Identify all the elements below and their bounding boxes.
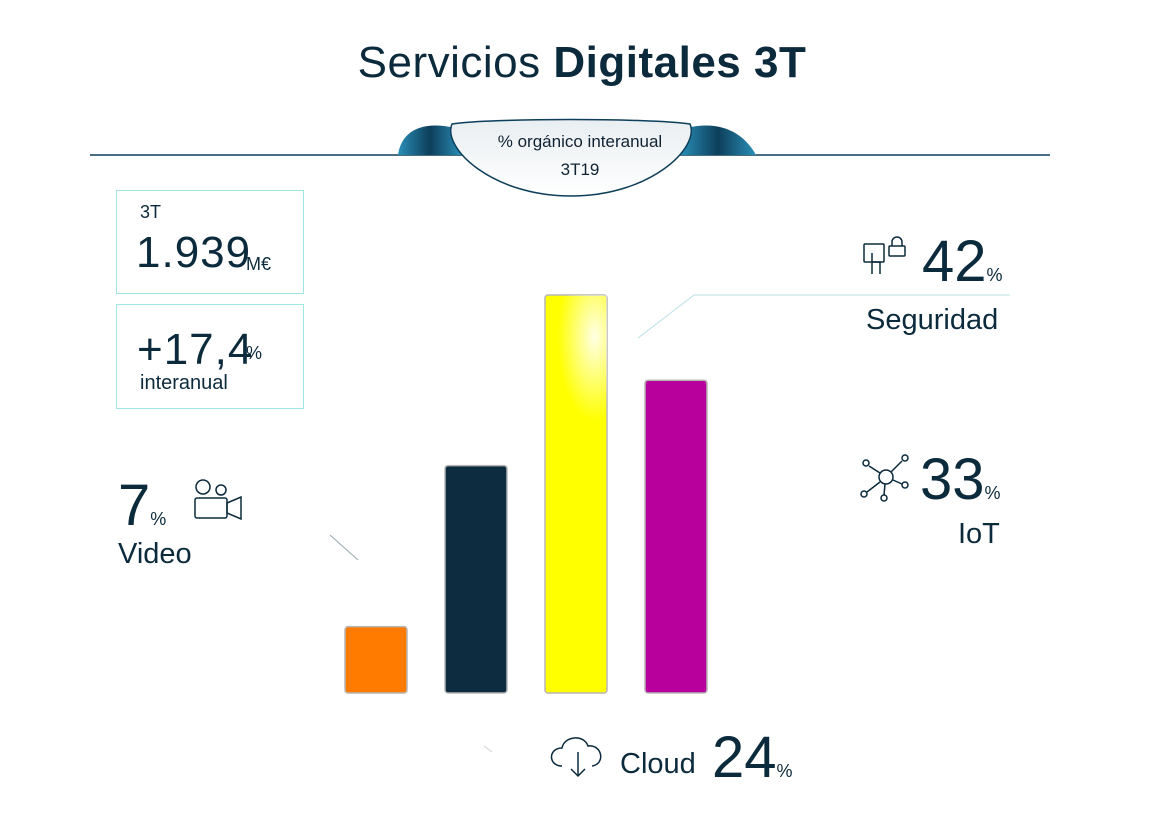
ribbon-left-fold — [398, 125, 462, 155]
label-cloud-unit: % — [776, 761, 793, 781]
bar-cloud — [444, 464, 508, 694]
label-iot-name: IoT — [958, 518, 1000, 550]
label-cloud: 24% — [712, 724, 793, 791]
leader-line-seguridad-diag — [637, 294, 695, 339]
ribbon-banner — [90, 118, 1050, 197]
ribbon-center — [450, 118, 692, 197]
ribbon-line1: % orgánico interanual — [497, 132, 663, 151]
ribbon-line2: 3T19 — [560, 160, 600, 179]
page-title: Servicios Digitales 3T — [0, 38, 1164, 88]
kpi-revenue-value: 1.939 — [136, 228, 252, 277]
network-nodes-icon — [860, 454, 909, 502]
label-iot-unit: % — [984, 483, 1001, 503]
kpi-revenue-unit: M€ — [246, 254, 272, 274]
kpi-growth-box — [116, 304, 304, 409]
label-video-value: 7 — [118, 473, 151, 538]
bar-video — [344, 625, 408, 694]
touch-lock-icon — [863, 236, 906, 274]
title-light: Servicios — [357, 38, 554, 87]
title-bold: Digitales 3T — [553, 38, 807, 87]
leader-line-cloud — [483, 745, 493, 753]
bar-seguridad-highlight — [545, 295, 607, 435]
label-video-name: Video — [118, 538, 192, 570]
bar-iot — [644, 379, 708, 694]
label-seguridad-unit: % — [986, 265, 1003, 285]
label-seguridad-name: Seguridad — [866, 304, 999, 336]
cloud-download-icon — [550, 737, 602, 778]
leader-line-video — [329, 534, 359, 561]
label-video-unit: % — [150, 509, 167, 529]
ribbon-right-fold — [680, 125, 756, 155]
kpi-growth-label: interanual — [140, 372, 228, 394]
label-video: 7% — [118, 472, 166, 539]
kpi-revenue-box — [116, 190, 304, 294]
video-camera-icon — [194, 479, 242, 521]
label-iot: 33% — [920, 446, 1001, 513]
kpi-growth-unit: % — [246, 343, 263, 363]
label-seguridad-value: 42 — [922, 229, 987, 294]
label-iot-value: 33 — [920, 447, 985, 512]
label-seguridad: 42% — [922, 228, 1003, 295]
label-cloud-name: Cloud — [620, 748, 696, 780]
kpi-growth-value: +17,4 — [137, 325, 254, 374]
label-cloud-value: 24 — [712, 725, 777, 790]
kpi-revenue-label: 3T — [140, 202, 162, 222]
